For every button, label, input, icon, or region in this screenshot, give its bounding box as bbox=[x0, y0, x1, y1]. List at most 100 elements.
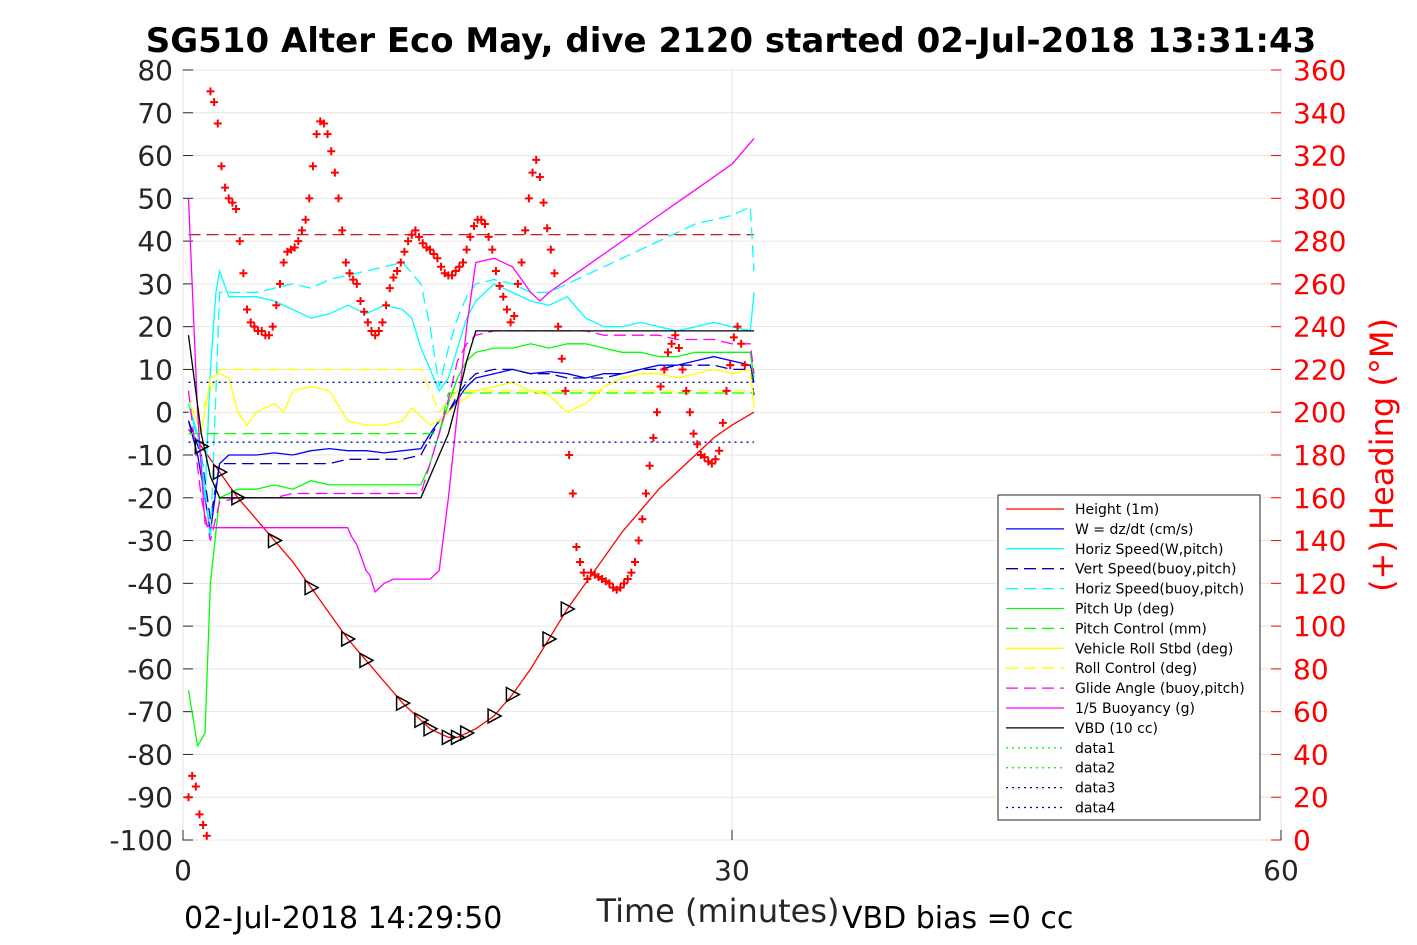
footer-vbd-bias: VBD bias =0 cc bbox=[842, 901, 1073, 936]
y-tick-label: -10 bbox=[127, 439, 173, 472]
heading-point bbox=[305, 194, 314, 203]
y-tick-label: 60 bbox=[137, 140, 173, 173]
series-pitch-up-deg bbox=[187, 343, 755, 748]
legend-label: 1/5 Buoyancy (g) bbox=[1075, 701, 1195, 717]
heading-point bbox=[674, 344, 683, 353]
heading-point bbox=[349, 275, 358, 284]
right-tick-label: 120 bbox=[1293, 567, 1346, 600]
heading-point bbox=[715, 446, 724, 455]
heading-point bbox=[649, 433, 658, 442]
triangle-marker bbox=[414, 711, 430, 729]
heading-point bbox=[565, 451, 574, 459]
x-axis-label: Time (minutes) bbox=[596, 892, 840, 930]
y-tick-label: 50 bbox=[137, 182, 173, 215]
series-vbd-10-cc bbox=[187, 330, 754, 499]
heading-point bbox=[323, 130, 332, 139]
heading-point bbox=[506, 318, 515, 327]
triangle-marker bbox=[505, 686, 521, 703]
triangle-marker bbox=[231, 489, 247, 507]
legend-label: Glide Angle (buoy,pitch) bbox=[1075, 681, 1245, 697]
y-tick-label: 30 bbox=[137, 268, 173, 301]
heading-point bbox=[733, 322, 742, 331]
heading-point bbox=[513, 279, 522, 288]
heading-points bbox=[184, 87, 749, 840]
right-tick-label: 20 bbox=[1293, 781, 1329, 814]
heading-point bbox=[535, 172, 544, 181]
heading-point bbox=[275, 279, 284, 288]
heading-point bbox=[524, 194, 533, 203]
heading-point bbox=[279, 258, 288, 267]
y-tick-label: -90 bbox=[127, 781, 173, 814]
heading-point bbox=[407, 230, 416, 239]
series-height-1m bbox=[187, 411, 755, 738]
heading-point bbox=[466, 232, 475, 241]
heading-point bbox=[290, 243, 299, 252]
heading-point bbox=[517, 258, 526, 267]
series-glide-angle-buoy-pitch bbox=[187, 330, 755, 541]
legend-label: Pitch Control (mm) bbox=[1075, 621, 1207, 637]
heading-point bbox=[678, 365, 687, 374]
heading-point bbox=[312, 130, 321, 139]
heading-point bbox=[579, 568, 588, 577]
heading-point bbox=[546, 245, 555, 254]
heading-point bbox=[458, 258, 467, 267]
heading-point bbox=[693, 440, 702, 449]
right-tick-label: 200 bbox=[1293, 396, 1346, 429]
heading-point bbox=[294, 237, 303, 246]
heading-point bbox=[319, 119, 328, 128]
right-tick-label: 60 bbox=[1293, 696, 1329, 729]
heading-point bbox=[338, 226, 347, 235]
y-tick-label: 40 bbox=[137, 225, 173, 258]
heading-point bbox=[301, 215, 310, 224]
heading-point bbox=[532, 155, 541, 164]
triangle-marker bbox=[194, 438, 210, 455]
heading-point bbox=[631, 557, 640, 566]
left-axis-ticks: 80 70 60 50 40 30 20 10 0 -10 -20 -30 -40 -50 -60 -70 -8… bbox=[109, 54, 193, 857]
legend-label: Horiz Speed(buoy,pitch) bbox=[1075, 582, 1244, 598]
triangle-marker bbox=[212, 463, 229, 481]
heading-point bbox=[202, 831, 211, 840]
triangle-marker bbox=[395, 694, 412, 712]
y-tick-label: 70 bbox=[137, 97, 173, 130]
triangle-marker bbox=[560, 600, 576, 618]
heading-point bbox=[652, 408, 661, 417]
heading-point bbox=[550, 269, 559, 278]
heading-point bbox=[308, 162, 317, 171]
heading-point bbox=[243, 305, 252, 314]
right-tick-label: 140 bbox=[1293, 525, 1346, 558]
heading-point bbox=[374, 326, 383, 335]
heading-point bbox=[491, 267, 500, 276]
heading-point bbox=[334, 194, 343, 203]
heading-point bbox=[510, 311, 519, 320]
y-tick-label: -100 bbox=[109, 824, 173, 857]
heading-point bbox=[235, 237, 244, 246]
heading-point bbox=[396, 258, 405, 267]
heading-point bbox=[583, 575, 592, 584]
heading-point bbox=[740, 361, 749, 370]
heading-point bbox=[400, 247, 409, 256]
heading-point bbox=[568, 489, 577, 498]
heading-point bbox=[638, 515, 647, 524]
heading-point bbox=[521, 226, 530, 235]
heading-point bbox=[671, 331, 680, 340]
heading-point bbox=[404, 237, 413, 246]
heading-point bbox=[480, 220, 489, 228]
right-tick-label: 180 bbox=[1293, 439, 1346, 472]
heading-point bbox=[667, 339, 676, 348]
right-tick-label: 340 bbox=[1293, 97, 1346, 130]
heading-point bbox=[411, 226, 420, 235]
legend-label: Vert Speed(buoy,pitch) bbox=[1075, 562, 1237, 578]
legend-label: data3 bbox=[1075, 781, 1115, 797]
heading-point bbox=[700, 453, 709, 462]
heading-point bbox=[539, 198, 548, 207]
triangle-marker bbox=[423, 720, 439, 738]
heading-point bbox=[297, 226, 306, 235]
heading-point bbox=[737, 339, 746, 348]
heading-point bbox=[641, 489, 650, 498]
x-axis-ticks: 0 30 60 bbox=[174, 830, 1299, 887]
triangle-marker bbox=[359, 652, 375, 669]
heading-point bbox=[191, 782, 200, 791]
x-tick-label: 0 bbox=[174, 854, 192, 887]
heading-point bbox=[363, 318, 372, 327]
heading-point bbox=[327, 147, 336, 156]
